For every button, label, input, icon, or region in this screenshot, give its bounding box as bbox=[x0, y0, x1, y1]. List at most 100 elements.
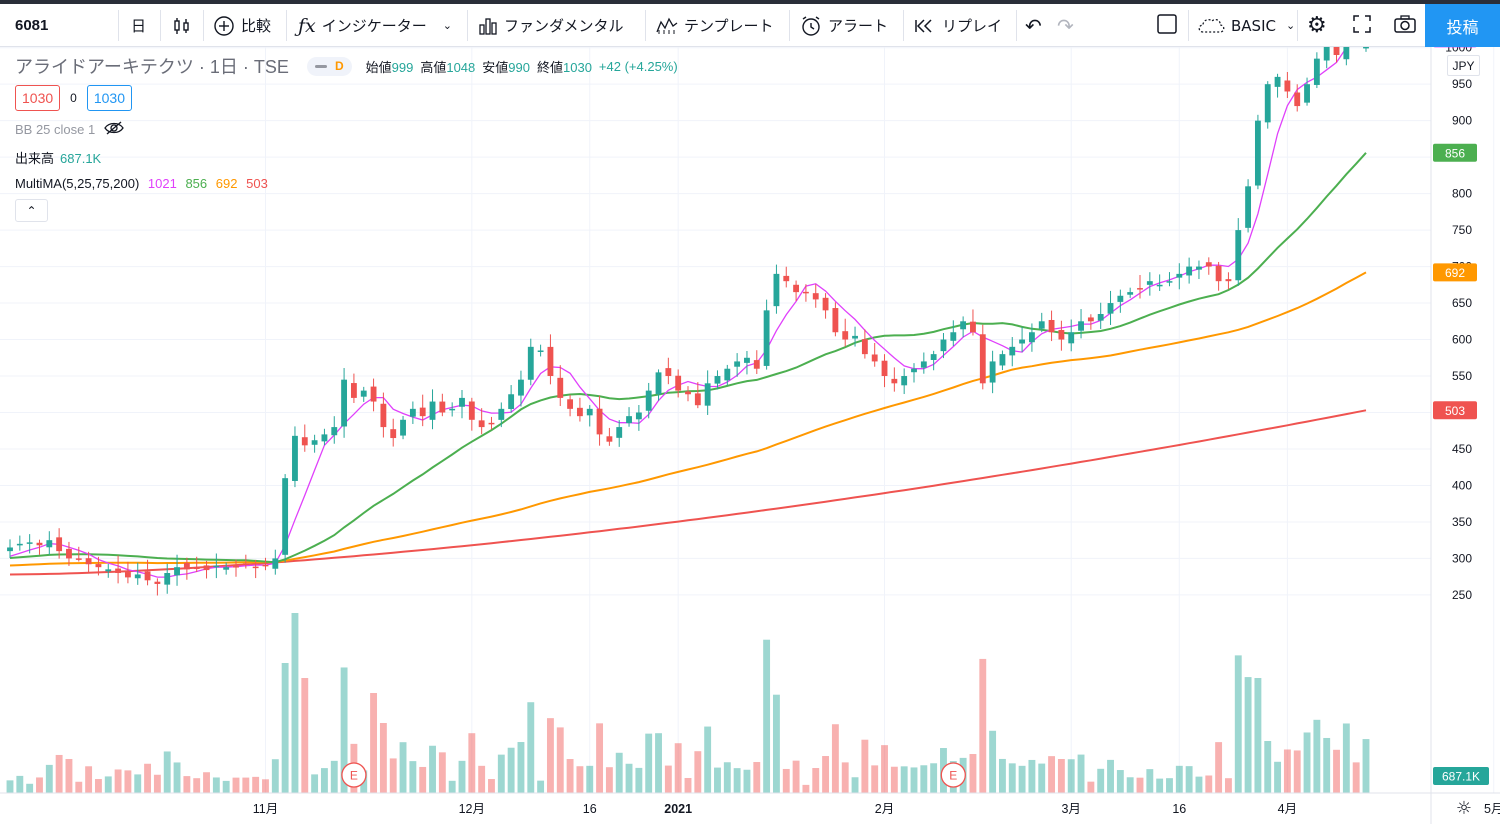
candle-body bbox=[911, 368, 917, 373]
candle-body bbox=[154, 581, 161, 584]
ma200-tag: 503 bbox=[1445, 404, 1465, 418]
settings-button[interactable]: ⚙ bbox=[1307, 4, 1327, 47]
volume-bar bbox=[1362, 739, 1370, 793]
volume-bar bbox=[890, 766, 898, 793]
undo-icon: ↶ bbox=[1025, 13, 1042, 38]
volume-bar bbox=[645, 733, 653, 793]
candle-body bbox=[95, 564, 102, 568]
alert-button[interactable]: アラート bbox=[800, 4, 888, 47]
fullscreen-button[interactable] bbox=[1351, 4, 1373, 47]
candle-body bbox=[1313, 58, 1320, 85]
undo-button[interactable]: ↶ bbox=[1025, 4, 1042, 47]
volume-bar bbox=[507, 747, 515, 793]
volume-bar bbox=[1057, 759, 1065, 793]
volume-bar bbox=[212, 777, 220, 793]
eye-hidden-icon[interactable] bbox=[103, 120, 125, 139]
candlesticks bbox=[7, 47, 1369, 596]
volume-bar bbox=[674, 743, 682, 793]
ma25-line bbox=[9, 152, 1367, 564]
time-tick-label: 4月 bbox=[1278, 802, 1297, 816]
candle-body bbox=[1176, 273, 1183, 278]
candle-body bbox=[16, 543, 23, 546]
candle-body bbox=[1009, 346, 1016, 356]
candle-body bbox=[1166, 281, 1173, 283]
replay-button[interactable]: リプレイ bbox=[914, 4, 1002, 47]
volume-bar bbox=[1038, 763, 1046, 793]
candle-body bbox=[694, 393, 701, 406]
volume-bar bbox=[1087, 781, 1095, 793]
divider bbox=[286, 10, 287, 41]
currency-button[interactable]: JPY bbox=[1447, 55, 1480, 76]
chart-type-button[interactable] bbox=[172, 4, 198, 47]
volume-bar bbox=[782, 768, 790, 793]
volume-bar bbox=[753, 762, 761, 793]
volume-bar bbox=[134, 774, 142, 793]
volume-bar bbox=[419, 766, 427, 793]
volume-legend[interactable]: 出来高 687.1K bbox=[15, 148, 101, 167]
volume-bar bbox=[242, 777, 250, 793]
candle-body bbox=[881, 360, 888, 377]
volume-bar bbox=[1185, 766, 1193, 793]
market-status-badge[interactable]: D bbox=[306, 56, 352, 76]
interval-button[interactable]: 日 bbox=[131, 4, 146, 47]
ma-label: MultiMA(5,25,75,200) bbox=[15, 176, 140, 191]
volume-bar bbox=[55, 754, 63, 793]
ma-legend[interactable]: MultiMA(5,25,75,200) 1021 856 692 503 bbox=[15, 176, 268, 191]
volume-bar bbox=[684, 777, 692, 793]
volume-bar bbox=[635, 767, 643, 793]
candle-body bbox=[1058, 329, 1065, 340]
price-tick-label: 350 bbox=[1452, 515, 1472, 529]
volume-bar bbox=[792, 760, 800, 793]
function-icon: ƒx bbox=[298, 14, 316, 37]
candle-body bbox=[1323, 47, 1330, 61]
candle-body bbox=[812, 293, 819, 300]
volume-bar bbox=[468, 733, 476, 793]
volume-bar bbox=[497, 754, 505, 793]
candle-body bbox=[26, 542, 33, 544]
candle-body bbox=[56, 537, 63, 552]
volume-bar bbox=[478, 765, 486, 793]
candle-body bbox=[832, 308, 839, 333]
earnings-marker bbox=[940, 762, 966, 788]
layout-button[interactable]: BASIC ⌄ bbox=[1197, 4, 1295, 47]
symbol-search-button[interactable]: 6081 bbox=[15, 4, 48, 47]
templates-button[interactable]: テンプレート bbox=[656, 4, 774, 47]
redo-button[interactable]: ↷ bbox=[1057, 4, 1074, 47]
price-chart[interactable]: EEE 250300350400450500550600650700750800… bbox=[0, 47, 1500, 824]
collapse-legend-button[interactable]: ⌃ bbox=[15, 199, 48, 222]
volume-bar bbox=[1175, 765, 1183, 793]
buy-button[interactable]: 1030 bbox=[86, 85, 132, 111]
fullscreen-layout-button[interactable] bbox=[1156, 4, 1178, 47]
sell-button[interactable]: 1030 bbox=[15, 85, 61, 111]
volume-bar bbox=[1077, 754, 1085, 793]
volume-bar bbox=[1293, 750, 1301, 793]
fundamentals-button[interactable]: ファンダメンタル bbox=[478, 4, 624, 47]
candle-body bbox=[144, 571, 151, 581]
time-axis[interactable]: 11月12月1620212月3月164月5月6月 bbox=[253, 802, 1500, 816]
ma25-tag-bg bbox=[1433, 143, 1477, 162]
volume-bar bbox=[851, 777, 859, 793]
candle-body bbox=[36, 542, 43, 546]
volume-bar bbox=[1342, 723, 1350, 793]
candle-body bbox=[999, 354, 1006, 366]
bb-indicator-legend[interactable]: BB 25 close 1 bbox=[15, 120, 125, 139]
volume-bar bbox=[772, 694, 780, 793]
volume-bar bbox=[1352, 762, 1360, 793]
price-axis[interactable]: 2503003504004505005506006507007508008509… bbox=[1445, 47, 1472, 602]
ma5-value: 1021 bbox=[147, 176, 177, 191]
publish-label: 投稿 bbox=[1446, 17, 1479, 37]
publish-button[interactable]: 投稿 bbox=[1425, 4, 1500, 47]
volume-bar bbox=[881, 745, 888, 793]
snapshot-button[interactable] bbox=[1393, 4, 1417, 47]
volume-bar bbox=[124, 770, 132, 793]
candle-body bbox=[164, 573, 171, 585]
candle-body bbox=[213, 565, 220, 568]
price-tick-label: 450 bbox=[1452, 442, 1472, 456]
compare-button[interactable]: 比較 bbox=[213, 4, 271, 47]
candle-body bbox=[331, 427, 338, 436]
volume-bar bbox=[1195, 776, 1203, 793]
chart-settings-button[interactable]: ☼ bbox=[1453, 797, 1475, 819]
indicators-button[interactable]: ƒx インジケーター ⌄ bbox=[298, 4, 452, 47]
volume-bar bbox=[45, 764, 53, 793]
volume-bar bbox=[232, 777, 240, 793]
